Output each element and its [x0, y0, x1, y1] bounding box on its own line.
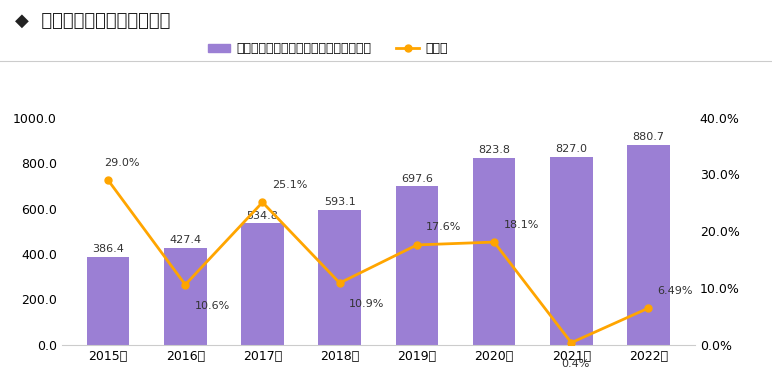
Text: 10.6%: 10.6% — [195, 301, 230, 310]
Text: 427.4: 427.4 — [169, 235, 201, 245]
Bar — [395, 186, 438, 345]
Text: 25.1%: 25.1% — [272, 180, 307, 190]
Text: 386.4: 386.4 — [92, 244, 124, 254]
Text: ◆  上海自主研发网络游戏收入: ◆ 上海自主研发网络游戏收入 — [15, 12, 171, 30]
Text: 0.4%: 0.4% — [561, 359, 589, 368]
Text: 823.8: 823.8 — [478, 145, 510, 155]
Text: 534.8: 534.8 — [246, 211, 279, 221]
Text: 880.7: 880.7 — [632, 132, 665, 142]
Text: 593.1: 593.1 — [323, 198, 356, 207]
Legend: 上海自主研发网络游戏销售收入（亿元）, 增长率: 上海自主研发网络游戏销售收入（亿元）, 增长率 — [202, 38, 452, 60]
Text: 29.0%: 29.0% — [104, 158, 140, 168]
Bar — [472, 158, 516, 345]
Bar — [164, 248, 207, 345]
Bar — [627, 145, 670, 345]
Bar — [318, 210, 361, 345]
Text: 6.49%: 6.49% — [658, 285, 693, 296]
Text: 18.1%: 18.1% — [503, 220, 539, 230]
Bar — [86, 257, 130, 345]
Text: 10.9%: 10.9% — [349, 299, 384, 309]
Bar — [550, 157, 593, 345]
Text: 827.0: 827.0 — [555, 144, 587, 154]
Text: 697.6: 697.6 — [401, 174, 433, 183]
Bar — [241, 223, 284, 345]
Text: 17.6%: 17.6% — [426, 222, 462, 232]
